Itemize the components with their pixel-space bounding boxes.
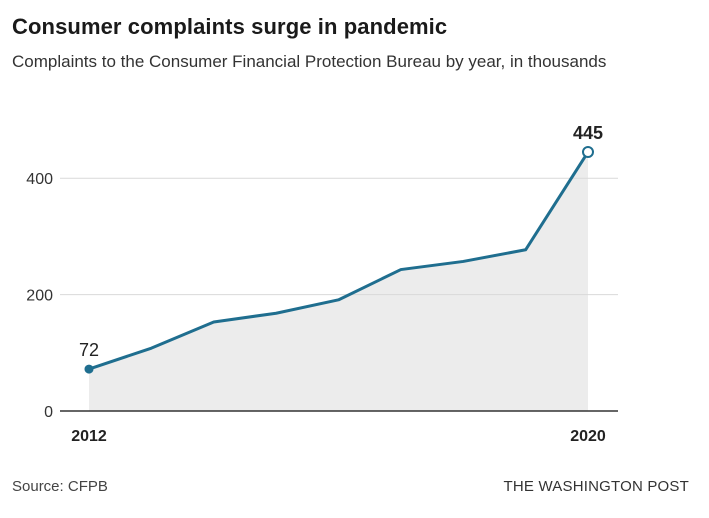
publisher-credit: THE WASHINGTON POST <box>503 478 689 495</box>
source-note: Source: CFPB <box>12 478 108 495</box>
data-point-start <box>84 364 94 374</box>
line-chart: 0 200 400 2012 2020 72 445 <box>26 123 618 445</box>
value-label-end: 445 <box>573 123 603 143</box>
chart-title: Consumer complaints surge in pandemic <box>12 14 448 39</box>
x-tick-label: 2012 <box>71 428 107 445</box>
y-tick-label: 200 <box>26 288 53 305</box>
data-point-end <box>582 146 594 159</box>
value-label-start: 72 <box>79 340 99 360</box>
x-tick-label: 2020 <box>570 428 606 445</box>
chart-subtitle: Complaints to the Consumer Financial Pro… <box>12 52 607 71</box>
y-tick-label: 0 <box>44 404 53 421</box>
y-tick-label: 400 <box>26 171 53 188</box>
series-line <box>87 150 590 371</box>
area-fill <box>89 152 588 411</box>
